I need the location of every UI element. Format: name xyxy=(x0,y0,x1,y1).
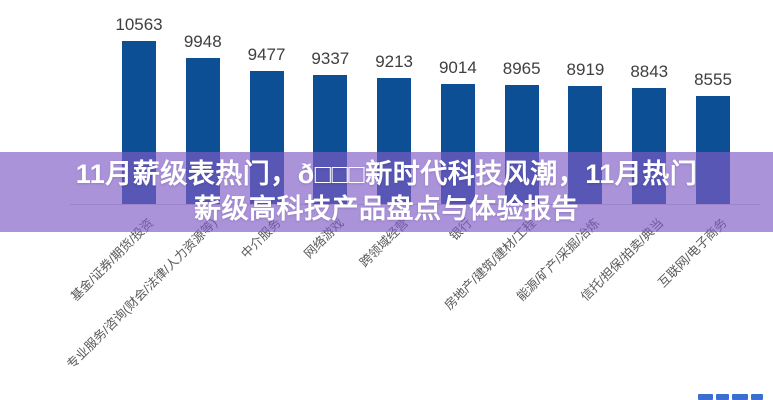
watermark-glyph-top xyxy=(698,394,713,400)
watermark-glyph-top xyxy=(732,394,748,400)
title-banner: 11月薪级表热门，ð□□□新时代科技风潮，11月热门 薪级高科技产品盘点与体验报… xyxy=(0,152,773,232)
value-label-5: 9213 xyxy=(375,52,414,72)
value-label-1: 10563 xyxy=(115,15,163,35)
value-label-2: 9948 xyxy=(183,31,222,51)
watermark-fragment xyxy=(698,394,763,400)
banner-line-2: 薪级高科技产品盘点与体验报告 xyxy=(194,194,579,224)
watermark-glyph-top xyxy=(716,394,729,400)
banner-line-1: 11月薪级表热门，ð□□□新时代科技风潮，11月热门 xyxy=(75,159,698,189)
value-label-4: 9337 xyxy=(311,48,350,68)
value-label-3: 9477 xyxy=(247,44,286,64)
watermark-glyph-top xyxy=(751,394,763,400)
value-label-8: 8919 xyxy=(566,60,605,80)
value-label-7: 8965 xyxy=(502,58,541,78)
value-label-10: 8555 xyxy=(694,70,732,90)
value-label-6: 9014 xyxy=(438,57,477,77)
value-label-9: 8843 xyxy=(630,62,669,82)
